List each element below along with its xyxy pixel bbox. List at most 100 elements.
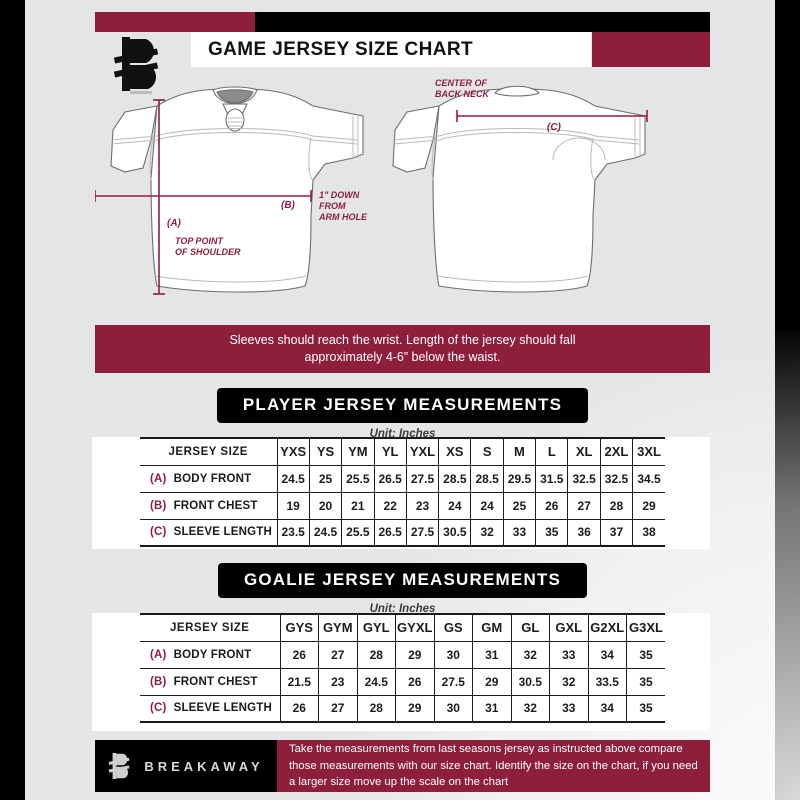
measurement-cell: 29	[632, 491, 665, 520]
measurement-cell: 19	[276, 491, 310, 520]
measurement-cell: 32.5	[567, 464, 601, 493]
measurement-cell: 25.5	[341, 464, 375, 493]
footer-brand-name: BREAKAWAY	[144, 758, 264, 774]
annotation-c-line2: BACK NECK	[435, 89, 491, 99]
front-annotation-labels: (A) TOP POINT OF SHOULDER (B) 1" DOWN FR…	[167, 190, 368, 257]
size-column-header: 3XL	[632, 437, 665, 466]
measurement-cell: 24	[470, 491, 504, 520]
fit-note-line1: Sleeves should reach the wrist. Length o…	[229, 333, 576, 348]
size-column-header: YXS	[276, 437, 310, 466]
measurement-cell: 26	[279, 640, 319, 669]
annotation-a-line1: TOP POINT	[175, 236, 225, 246]
measurement-cell: 29	[395, 640, 435, 669]
measurement-cell: 29	[395, 694, 435, 723]
measurement-cell: 29	[472, 667, 512, 696]
measurement-cell: 35	[535, 518, 569, 547]
measurement-cell: 28	[356, 694, 396, 723]
size-column-header: YS	[308, 437, 343, 466]
measurement-cell: 27	[318, 694, 358, 723]
measurement-cell: 21.5	[279, 667, 319, 696]
jersey-illustration-area: .jl { fill:#ffffff; stroke:#6e6e6e; stro…	[95, 68, 710, 318]
measurement-cell: 26	[535, 491, 569, 520]
measurement-cell: 32	[510, 640, 550, 669]
measurement-row-label: (C) SLEEVE LENGTH	[140, 518, 278, 547]
size-column-header: GYS	[279, 613, 319, 642]
measurement-cell: 27.5	[405, 464, 440, 493]
player-table-panel: JERSEY SIZE YXS YS YM YL YXL XS S M L XL 2XL 3XL (A)…	[92, 437, 710, 549]
measurement-cell: 26	[279, 694, 319, 723]
page-title: GAME JERSEY SIZE CHART	[208, 38, 473, 60]
fit-note-line2: approximately 4-6” below the waist.	[304, 350, 501, 364]
size-column-header: GYXL	[395, 613, 435, 642]
measurement-cell: 30.5	[438, 518, 472, 547]
size-column-header: GXL	[549, 613, 589, 642]
jersey-size-header: JERSEY SIZE	[140, 437, 278, 466]
measurement-cell: 24.5	[308, 518, 343, 547]
footer-logo-block: BREAKAWAY	[95, 740, 277, 792]
size-column-header: YM	[341, 437, 375, 466]
table-row: (A) BODY FRONT 24.5 25 25.5 26.5 27.5 28.5 28.5 2…	[140, 464, 665, 493]
annotation-b-line3: ARM HOLE	[318, 212, 368, 222]
annotation-c-tag: (C)	[547, 122, 562, 133]
measurement-cell: 23	[405, 491, 440, 520]
measurement-row-label: (A) BODY FRONT	[140, 640, 281, 669]
measurement-cell: 34	[587, 694, 627, 723]
goalie-section-title: GOALIE JERSEY MEASUREMENTS	[217, 563, 588, 598]
footer-bar: BREAKAWAY Take the measurements from las…	[95, 740, 710, 792]
table-row: (A) BODY FRONT 26 27 28 29 30 31 32 33 34 35	[140, 640, 665, 669]
measurement-cell: 36	[567, 518, 601, 547]
back-dimension-lines	[456, 110, 648, 122]
breakaway-b-logo-icon	[112, 33, 170, 95]
header-maroon-block	[592, 32, 710, 67]
footer-instructions: Take the measurements from last seasons …	[277, 740, 710, 792]
table-header-row: JERSEY SIZE GYS GYM GYL GYXL GS GM GL GXL G2XL G3X…	[140, 613, 665, 642]
breakaway-b-logo-icon	[108, 753, 130, 779]
header-title-box: GAME JERSEY SIZE CHART	[191, 32, 591, 67]
measurement-cell: 27.5	[433, 667, 473, 696]
measurement-cell: 24	[438, 491, 472, 520]
table-row: (B) FRONT CHEST 21.5 23 24.5 26 27.5 29 30.5 32 33…	[140, 667, 665, 696]
back-annotation-labels: (C) CENTER OF BACK NECK	[435, 78, 562, 133]
measurement-cell: 23	[318, 667, 358, 696]
measurement-cell: 37	[599, 518, 634, 547]
jersey-size-header: JERSEY SIZE	[140, 613, 281, 642]
size-column-header: XL	[567, 437, 601, 466]
measurement-cell: 27.5	[405, 518, 440, 547]
measurement-tag: (A)	[150, 648, 167, 661]
measurement-cell: 24.5	[276, 464, 310, 493]
size-column-header: YXL	[405, 437, 440, 466]
player-section-title: PLAYER JERSEY MEASUREMENTS	[216, 388, 589, 423]
fit-note-banner: Sleeves should reach the wrist. Length o…	[95, 325, 710, 373]
measurement-row-label: (A) BODY FRONT	[140, 464, 278, 493]
measurement-cell: 33	[549, 694, 589, 723]
measurement-cell: 34.5	[632, 464, 665, 493]
measurement-cell: 26.5	[373, 518, 407, 547]
measurement-cell: 25	[308, 464, 343, 493]
measurement-cell: 34	[587, 640, 627, 669]
player-measurements-table: JERSEY SIZE YXS YS YM YL YXL XS S M L XL 2XL 3XL (A)…	[140, 437, 665, 547]
measurement-row-label: (B) FRONT CHEST	[140, 667, 281, 696]
size-column-header: GL	[510, 613, 550, 642]
measurement-cell: 35	[626, 694, 665, 723]
measurement-cell: 31.5	[535, 464, 569, 493]
measurement-cell: 32	[470, 518, 504, 547]
measurement-cell: 32	[510, 694, 550, 723]
measurement-tag: (B)	[150, 675, 167, 688]
measurement-cell: 26	[395, 667, 435, 696]
table-header-row: JERSEY SIZE YXS YS YM YL YXL XS S M L XL 2XL 3XL	[140, 437, 665, 466]
jersey-front-illustration	[110, 86, 364, 293]
measurement-cell: 20	[308, 491, 343, 520]
table-row: (C) SLEEVE LENGTH 23.5 24.5 25.5 26.5 27.5 30.5…	[140, 518, 665, 547]
size-column-header: M	[502, 437, 537, 466]
measurement-cell: 27	[567, 491, 601, 520]
size-column-header: GYL	[356, 613, 396, 642]
player-section-header: PLAYER JERSEY MEASUREMENTS Unit: Inches	[95, 388, 710, 440]
size-column-header: GM	[472, 613, 512, 642]
measurement-cell: 25.5	[341, 518, 375, 547]
measurement-cell: 21	[341, 491, 375, 520]
annotation-c-line1: CENTER OF	[435, 78, 488, 88]
measurement-cell: 33	[549, 640, 589, 669]
goalie-section-header: GOALIE JERSEY MEASUREMENTS Unit: Inches	[95, 563, 710, 615]
measurement-cell: 23.5	[276, 518, 310, 547]
